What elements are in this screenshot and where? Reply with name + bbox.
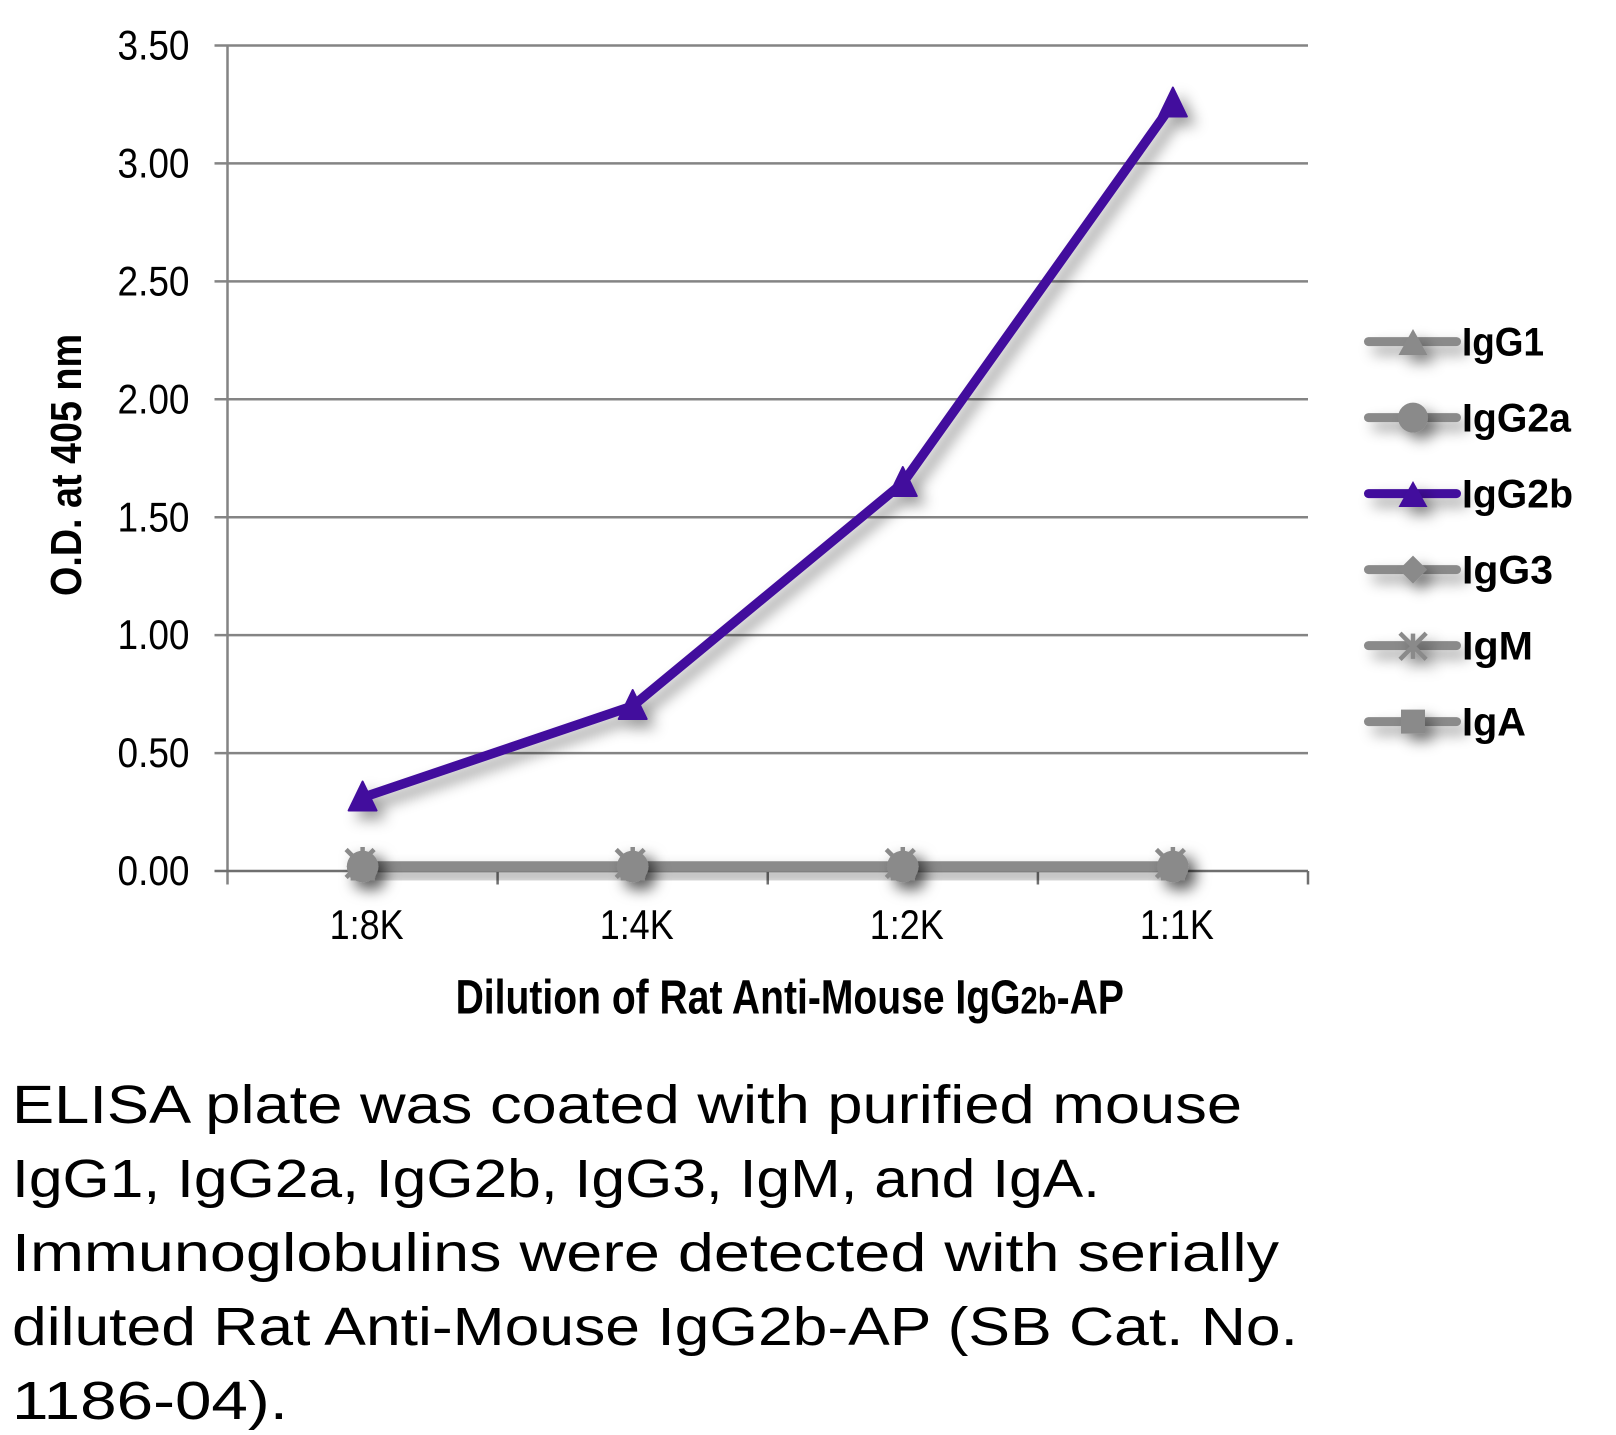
svg-text:0.00: 0.00 [118, 847, 190, 894]
svg-text:1.00: 1.00 [118, 611, 190, 658]
svg-text:IgG1: IgG1 [1462, 321, 1544, 365]
svg-text:Dilution of Rat Anti-Mouse IgG: Dilution of Rat Anti-Mouse IgG2b-AP [456, 971, 1124, 1025]
svg-text:IgG3: IgG3 [1462, 549, 1553, 593]
svg-text:2.50: 2.50 [118, 258, 190, 305]
svg-text:0.50: 0.50 [118, 729, 190, 776]
svg-text:2.00: 2.00 [118, 375, 190, 422]
svg-text:IgG1, IgG2a, IgG2b, IgG3, IgM,: IgG1, IgG2a, IgG2b, IgG3, IgM, and IgA. [12, 1149, 1100, 1209]
svg-text:1:2K: 1:2K [870, 901, 944, 948]
svg-text:diluted Rat Anti-Mouse IgG2b-A: diluted Rat Anti-Mouse IgG2b-AP (SB Cat.… [12, 1297, 1298, 1357]
svg-text:ELISA plate was coated with pu: ELISA plate was coated with purified mou… [12, 1075, 1242, 1135]
svg-text:IgM: IgM [1462, 625, 1533, 669]
svg-text:1186-04).: 1186-04). [12, 1371, 288, 1430]
svg-text:1:4K: 1:4K [600, 901, 674, 948]
svg-text:IgA: IgA [1462, 701, 1526, 745]
svg-text:1:1K: 1:1K [1140, 901, 1214, 948]
svg-text:Immunoglobulins were detected: Immunoglobulins were detected with seria… [12, 1223, 1279, 1283]
svg-text:1:8K: 1:8K [330, 901, 404, 948]
svg-text:1.50: 1.50 [118, 493, 190, 540]
svg-text:3.00: 3.00 [118, 140, 190, 187]
svg-text:IgG2a: IgG2a [1462, 397, 1572, 441]
svg-text:O.D. at 405 nm: O.D. at 405 nm [42, 334, 91, 596]
svg-text:IgG2b: IgG2b [1462, 473, 1573, 517]
svg-text:3.50: 3.50 [118, 22, 190, 69]
